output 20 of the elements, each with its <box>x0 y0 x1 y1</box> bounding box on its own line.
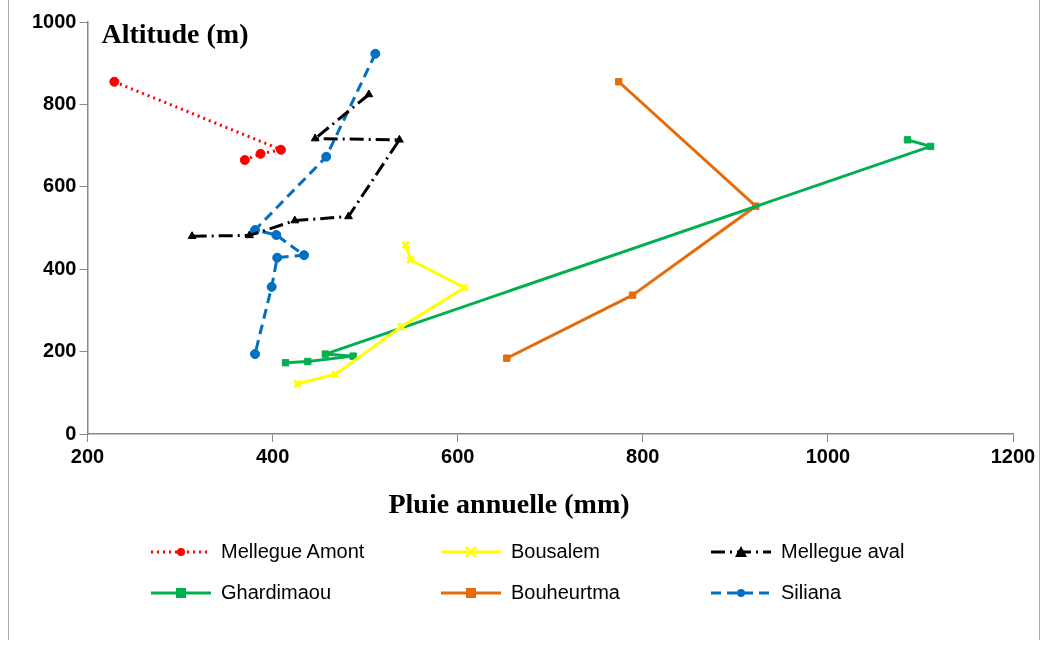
y-tick-label: 200 <box>43 339 77 362</box>
legend-label: Bouheurtma <box>511 581 620 604</box>
x-tick-label: 1000 <box>805 444 851 467</box>
x-tick-label: 1200 <box>990 444 1036 467</box>
y-axis-title: Altitude (m) <box>101 18 249 50</box>
y-tick-label: 800 <box>43 91 77 114</box>
legend-label: Ghardimaou <box>221 581 332 604</box>
legend-label: Siliana <box>781 581 842 604</box>
y-tick-label: 0 <box>65 421 77 444</box>
legend-label: Mellegue Amont <box>221 540 365 563</box>
y-tick-label: 1000 <box>31 9 77 32</box>
y-tick-label: 400 <box>43 256 77 279</box>
legend-label: Bousalem <box>511 540 600 563</box>
x-tick-label: 400 <box>255 444 290 467</box>
x-tick-label: 200 <box>70 444 105 467</box>
y-tick-label: 600 <box>43 174 77 197</box>
x-tick-label: 600 <box>441 444 475 467</box>
legend-label: Mellegue aval <box>781 540 905 563</box>
x-tick-label: 800 <box>626 444 660 467</box>
x-axis-title: Pluie annuelle (mm) <box>387 488 631 520</box>
